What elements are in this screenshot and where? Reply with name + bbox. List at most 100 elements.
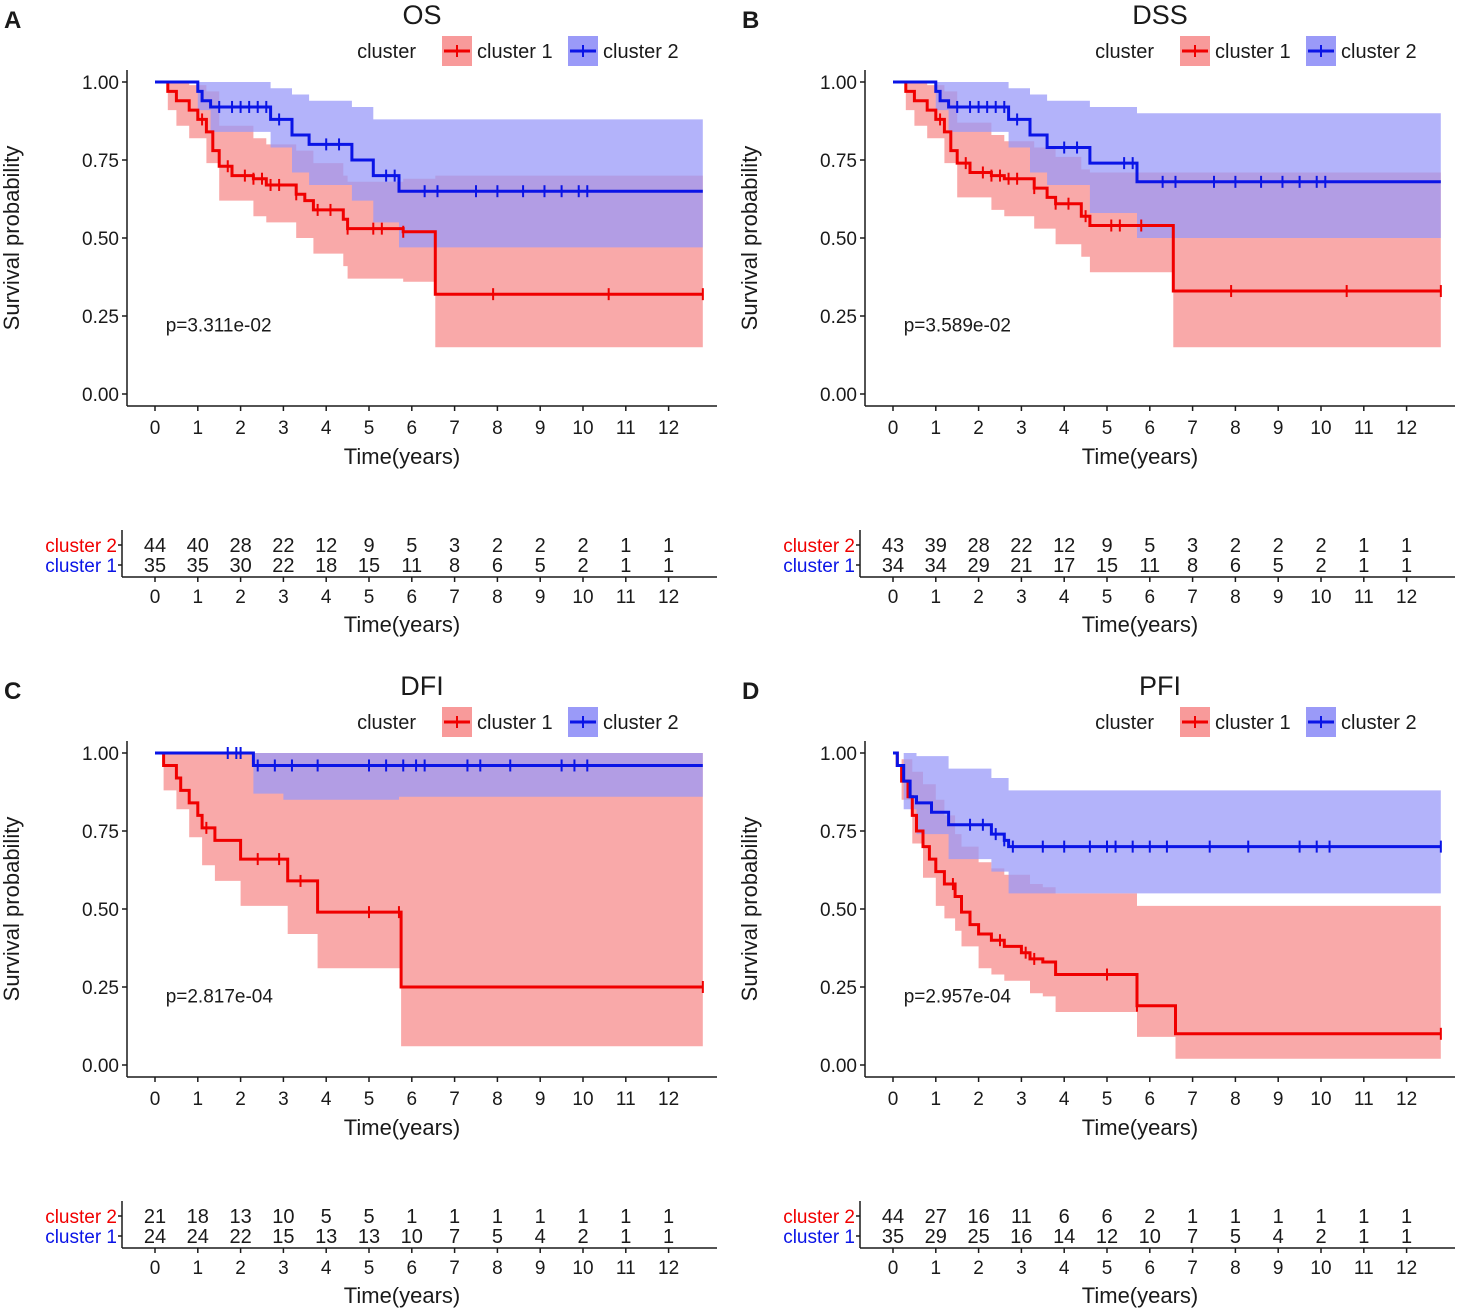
legend-title: cluster bbox=[357, 41, 416, 63]
x-tick-label: 3 bbox=[278, 1089, 289, 1110]
y-tick-label: 0.50 bbox=[82, 900, 119, 921]
risk-count-cluster-2: 12 bbox=[315, 535, 337, 557]
risk-count-cluster-1: 21 bbox=[1010, 555, 1032, 577]
x-tick-label: 7 bbox=[449, 418, 460, 439]
survival-curve-cluster-2 bbox=[155, 751, 703, 767]
risk-count-cluster-1: 35 bbox=[187, 555, 209, 577]
risk-count-cluster-2: 39 bbox=[925, 535, 947, 557]
risk-x-tick-label: 10 bbox=[1310, 587, 1331, 608]
risk-x-tick-label: 6 bbox=[1145, 1258, 1156, 1279]
risk-x-tick-label: 3 bbox=[1016, 1258, 1027, 1279]
risk-count-cluster-1: 14 bbox=[1053, 1226, 1075, 1248]
risk-count-cluster-2: 1 bbox=[663, 535, 674, 557]
risk-count-cluster-2: 1 bbox=[1358, 1206, 1369, 1228]
risk-count-cluster-2: 1 bbox=[1401, 535, 1412, 557]
y-tick-label: 0.50 bbox=[820, 900, 857, 921]
risk-count-cluster-2: 22 bbox=[272, 535, 294, 557]
legend-title: cluster bbox=[357, 712, 416, 734]
x-tick-label: 5 bbox=[364, 418, 375, 439]
x-tick-label: 8 bbox=[492, 1089, 503, 1110]
survival-curve-cluster-2 bbox=[893, 80, 1441, 184]
risk-x-tick-label: 1 bbox=[193, 1258, 204, 1279]
risk-row-label-cluster-2: cluster 2 bbox=[783, 536, 855, 557]
x-tick-label: 8 bbox=[1230, 418, 1241, 439]
risk-count-cluster-1: 1 bbox=[663, 1226, 674, 1248]
x-tick-label: 1 bbox=[931, 1089, 942, 1110]
x-tick-label: 10 bbox=[572, 418, 593, 439]
risk-x-tick-label: 5 bbox=[1102, 1258, 1113, 1279]
risk-count-cluster-2: 9 bbox=[363, 535, 374, 557]
risk-count-cluster-2: 1 bbox=[1187, 1206, 1198, 1228]
legend-label: cluster 1 bbox=[1215, 712, 1291, 734]
risk-x-tick-label: 3 bbox=[278, 587, 289, 608]
risk-count-cluster-2: 3 bbox=[1187, 535, 1198, 557]
x-tick-label: 4 bbox=[1059, 418, 1070, 439]
p-value: p=2.957e-04 bbox=[904, 987, 1012, 1008]
risk-row-label-cluster-1: cluster 1 bbox=[45, 556, 117, 577]
x-tick-label: 11 bbox=[616, 418, 636, 439]
risk-count-cluster-1: 35 bbox=[882, 1226, 904, 1248]
risk-row-label-cluster-1: cluster 1 bbox=[783, 1227, 855, 1248]
y-tick-label: 0.50 bbox=[820, 229, 857, 250]
p-value: p=2.817e-04 bbox=[166, 987, 274, 1008]
risk-count-cluster-1: 2 bbox=[577, 555, 588, 577]
risk-x-tick-label: 12 bbox=[1396, 1258, 1417, 1279]
risk-count-cluster-1: 13 bbox=[315, 1226, 337, 1248]
risk-count-cluster-2: 27 bbox=[925, 1206, 947, 1228]
risk-count-cluster-1: 29 bbox=[925, 1226, 947, 1248]
risk-count-cluster-2: 5 bbox=[321, 1206, 332, 1228]
risk-count-cluster-1: 15 bbox=[272, 1226, 294, 1248]
x-tick-label: 5 bbox=[1102, 1089, 1113, 1110]
risk-count-cluster-1: 1 bbox=[1358, 555, 1369, 577]
legend: cluster cluster 1 cluster 2 bbox=[1095, 707, 1417, 737]
risk-count-cluster-2: 1 bbox=[449, 1206, 460, 1228]
risk-count-cluster-1: 24 bbox=[187, 1226, 209, 1248]
risk-x-tick-label: 11 bbox=[616, 587, 636, 608]
x-tick-label: 7 bbox=[449, 1089, 460, 1110]
y-tick-label: 0.25 bbox=[820, 978, 857, 999]
risk-count-cluster-2: 18 bbox=[187, 1206, 209, 1228]
risk-x-tick-label: 8 bbox=[1230, 587, 1241, 608]
risk-count-cluster-1: 4 bbox=[1273, 1226, 1284, 1248]
ci-band-cluster-1 bbox=[893, 753, 1441, 1059]
risk-count-cluster-1: 1 bbox=[620, 555, 631, 577]
survival-curve-cluster-1 bbox=[155, 751, 703, 989]
x-tick-label: 8 bbox=[492, 418, 503, 439]
x-tick-label: 3 bbox=[278, 418, 289, 439]
x-tick-label: 0 bbox=[150, 1089, 161, 1110]
risk-count-cluster-1: 30 bbox=[229, 555, 251, 577]
legend-label: cluster 2 bbox=[1341, 712, 1417, 734]
legend-label: cluster 2 bbox=[1341, 41, 1417, 63]
risk-count-cluster-1: 17 bbox=[1053, 555, 1075, 577]
risk-count-cluster-1: 8 bbox=[1187, 555, 1198, 577]
risk-count-cluster-1: 15 bbox=[358, 555, 380, 577]
risk-count-cluster-2: 2 bbox=[492, 535, 503, 557]
legend: cluster cluster 1 cluster 2 bbox=[1095, 36, 1417, 66]
risk-x-tick-label: 8 bbox=[492, 587, 503, 608]
panel-letter: D bbox=[742, 678, 759, 705]
legend-label: cluster 1 bbox=[477, 41, 553, 63]
risk-row-label-cluster-2: cluster 2 bbox=[45, 536, 117, 557]
y-axis-title: Survival probability bbox=[0, 817, 24, 1002]
p-value: p=3.589e-02 bbox=[904, 316, 1011, 337]
risk-x-tick-label: 9 bbox=[1273, 587, 1284, 608]
risk-count-cluster-1: 1 bbox=[1401, 555, 1412, 577]
x-tick-label: 6 bbox=[1145, 418, 1156, 439]
x-tick-label: 2 bbox=[973, 1089, 984, 1110]
risk-x-tick-label: 2 bbox=[235, 1258, 246, 1279]
legend: cluster cluster 1 cluster 2 bbox=[357, 707, 679, 737]
x-tick-label: 11 bbox=[1354, 1089, 1374, 1110]
panel-letter: A bbox=[4, 7, 21, 34]
risk-count-cluster-2: 1 bbox=[620, 1206, 631, 1228]
risk-count-cluster-1: 2 bbox=[577, 1226, 588, 1248]
y-tick-label: 0.00 bbox=[82, 1056, 119, 1077]
risk-x-tick-label: 11 bbox=[1354, 1258, 1374, 1279]
risk-x-tick-label: 5 bbox=[364, 1258, 375, 1279]
risk-count-cluster-2: 44 bbox=[882, 1206, 904, 1228]
risk-x-tick-label: 0 bbox=[888, 1258, 899, 1279]
x-tick-label: 10 bbox=[572, 1089, 593, 1110]
risk-count-cluster-2: 1 bbox=[1273, 1206, 1284, 1228]
